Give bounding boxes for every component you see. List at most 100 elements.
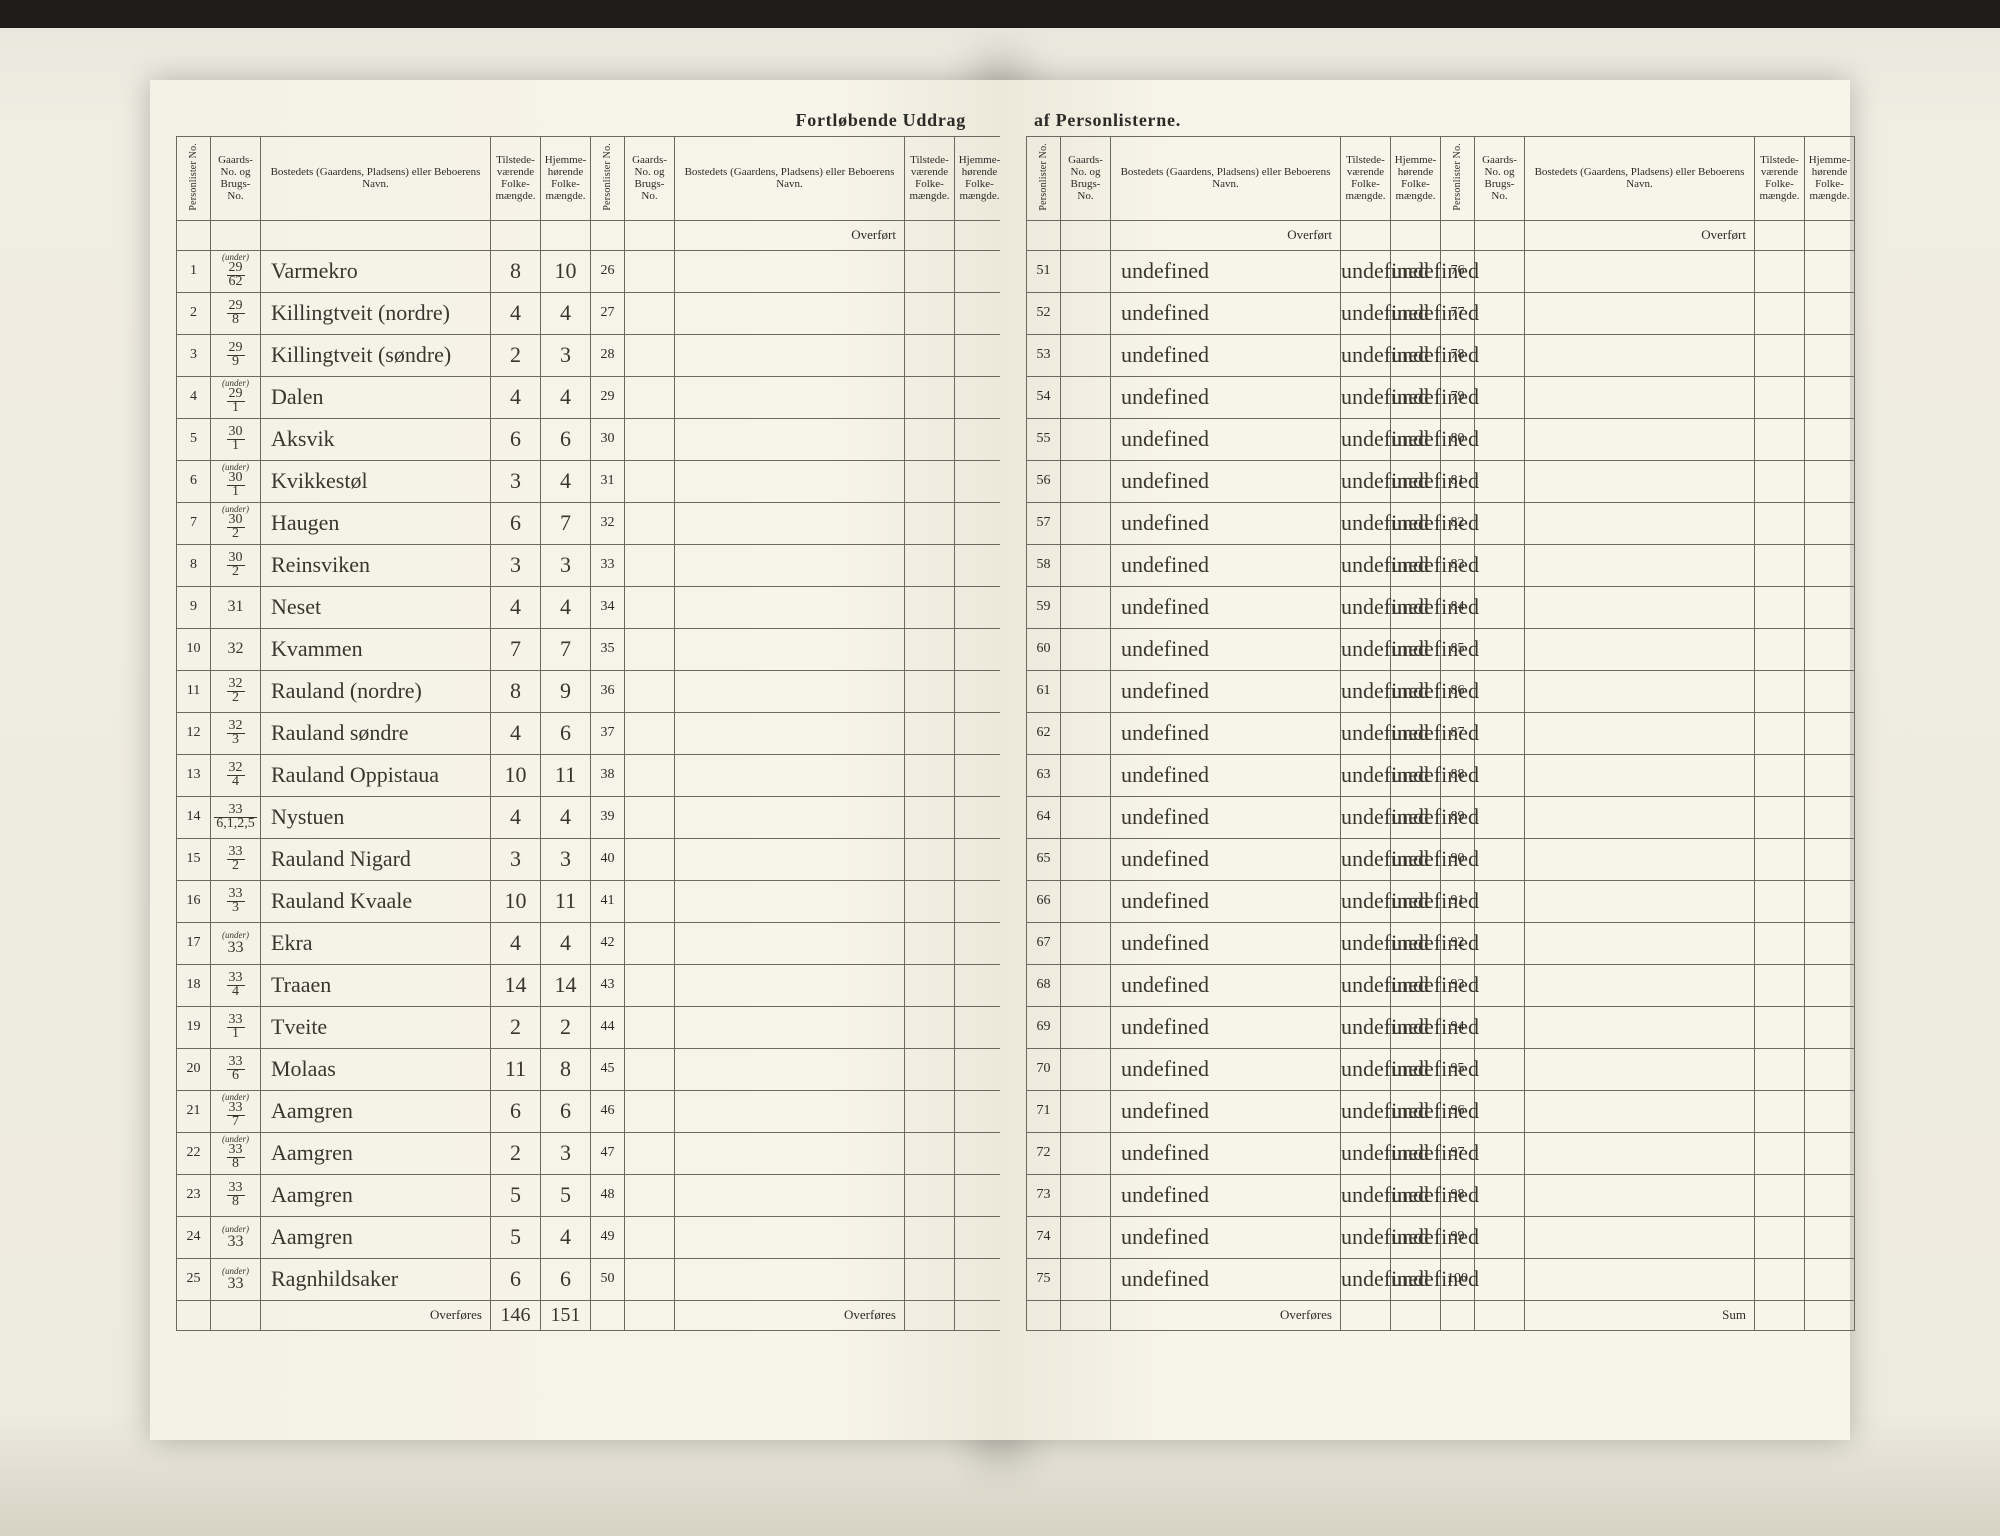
bosted-name	[675, 880, 905, 922]
row-number: 60	[1027, 628, 1061, 670]
table-row: 22(under)338Aamgren2347	[177, 1132, 1005, 1174]
row-number: 24	[177, 1216, 211, 1258]
hjemme-count	[955, 1174, 1005, 1216]
row-number: 31	[591, 460, 625, 502]
bosted-name: Aksvik	[261, 418, 491, 460]
table-row: 60undefinedundefinedundefined85	[1027, 628, 1855, 670]
bosted-name: undefined	[1111, 376, 1341, 418]
tilstede-count	[1755, 1090, 1805, 1132]
table-row: 68undefinedundefinedundefined93	[1027, 964, 1855, 1006]
bosted-name: Traaen	[261, 964, 491, 1006]
row-number: 8	[177, 544, 211, 586]
bosted-name: Killingtveit (nordre)	[261, 292, 491, 334]
tilstede-count	[1755, 250, 1805, 292]
gaards-no: 298	[211, 292, 261, 334]
hjemme-count	[1805, 1048, 1855, 1090]
gaards-no: 31	[211, 586, 261, 628]
hjemme-count: 6	[541, 1258, 591, 1300]
gaards-no	[625, 544, 675, 586]
hjemme-count: 10	[541, 250, 591, 292]
gaards-no	[625, 586, 675, 628]
gaards-no	[1475, 628, 1525, 670]
hjemme-count	[1805, 1006, 1855, 1048]
tilstede-count	[905, 544, 955, 586]
bosted-name: undefined	[1111, 1006, 1341, 1048]
ledger-book: Fortløbende Uddrag Personlister No. Gaar…	[150, 80, 1850, 1440]
row-number: 29	[591, 376, 625, 418]
col-gaards-no: Gaards-No. og Brugs-No.	[625, 137, 675, 221]
tilstede-count	[905, 376, 955, 418]
hjemme-count	[955, 418, 1005, 460]
bosted-name	[1525, 544, 1755, 586]
table-row: 24(under)33Aamgren5449	[177, 1216, 1005, 1258]
bosted-name	[1525, 1048, 1755, 1090]
tilstede-count: undefined	[1341, 544, 1391, 586]
row-number: 75	[1027, 1258, 1061, 1300]
bosted-name	[1525, 292, 1755, 334]
table-row: 57undefinedundefinedundefined82	[1027, 502, 1855, 544]
gaards-no	[1475, 754, 1525, 796]
table-row: 2298Killingtveit (nordre)4427	[177, 292, 1005, 334]
tilstede-count	[1755, 880, 1805, 922]
hjemme-count: undefined	[1391, 1090, 1441, 1132]
col-bosted: Bostedets (Gaardens, Pladsens) eller Beb…	[1525, 137, 1755, 221]
hjemme-count	[1805, 796, 1855, 838]
bosted-name: undefined	[1111, 292, 1341, 334]
hjemme-count	[955, 964, 1005, 1006]
gaards-no: 333	[211, 880, 261, 922]
carry-in-label: Overført	[675, 220, 905, 250]
gaards-no	[625, 1174, 675, 1216]
hjemme-count: undefined	[1391, 628, 1441, 670]
hjemme-count	[1805, 250, 1855, 292]
table-row: 3299Killingtveit (søndre)2328	[177, 334, 1005, 376]
row-number: 51	[1027, 250, 1061, 292]
tilstede-count: undefined	[1341, 502, 1391, 544]
tilstede-count: undefined	[1341, 922, 1391, 964]
row-number: 54	[1027, 376, 1061, 418]
table-row: 6(under)301Kvikkestøl3431	[177, 460, 1005, 502]
bosted-name: undefined	[1111, 1174, 1341, 1216]
tilstede-count: undefined	[1341, 1216, 1391, 1258]
hjemme-count: 11	[541, 754, 591, 796]
table-row: 51undefinedundefinedundefined76	[1027, 250, 1855, 292]
tilstede-count	[1755, 1132, 1805, 1174]
bosted-name: Aamgren	[261, 1132, 491, 1174]
row-number: 9	[177, 586, 211, 628]
hjemme-count: 11	[541, 880, 591, 922]
col-hjemme: Hjemme-hørende Folke-mængde.	[541, 137, 591, 221]
row-number: 10	[177, 628, 211, 670]
row-number: 62	[1027, 712, 1061, 754]
bosted-name: Kvammen	[261, 628, 491, 670]
gaards-no: 334	[211, 964, 261, 1006]
tilstede-count	[905, 880, 955, 922]
col-personliste-no: Personlister No.	[1441, 137, 1475, 221]
tilstede-count	[905, 502, 955, 544]
table-row: 75undefinedundefinedundefined100	[1027, 1258, 1855, 1300]
hjemme-count: undefined	[1391, 1132, 1441, 1174]
tilstede-count	[1755, 292, 1805, 334]
hjemme-count	[1805, 922, 1855, 964]
bosted-name	[1525, 964, 1755, 1006]
bosted-name	[675, 1048, 905, 1090]
tilstede-count	[905, 712, 955, 754]
tilstede-count	[1755, 1006, 1805, 1048]
gaards-no: 299	[211, 334, 261, 376]
gaards-no: 322	[211, 670, 261, 712]
row-number: 41	[591, 880, 625, 922]
gaards-no: (under)337	[211, 1090, 261, 1132]
col-tilstede: Tilstede-værende Folke-mængde.	[1755, 137, 1805, 221]
hjemme-count: undefined	[1391, 1048, 1441, 1090]
hjemme-count	[955, 460, 1005, 502]
hjemme-count: 4	[541, 460, 591, 502]
hjemme-count: 4	[541, 586, 591, 628]
row-number: 70	[1027, 1048, 1061, 1090]
hjemme-count	[955, 1132, 1005, 1174]
table-row: 25(under)33Ragnhildsaker6650	[177, 1258, 1005, 1300]
tilstede-count: 3	[491, 544, 541, 586]
bosted-name	[675, 1090, 905, 1132]
bosted-name	[675, 460, 905, 502]
tilstede-count: 11	[491, 1048, 541, 1090]
bosted-name	[675, 544, 905, 586]
tilstede-count: 5	[491, 1174, 541, 1216]
tilstede-count: 8	[491, 250, 541, 292]
